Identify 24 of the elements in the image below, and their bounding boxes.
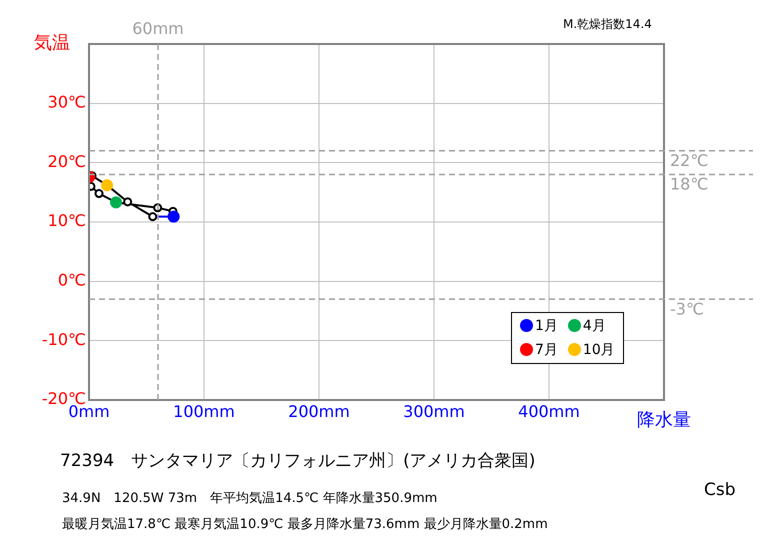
x-tick-label: 400mm — [518, 402, 580, 421]
x-tick-label: 300mm — [403, 402, 465, 421]
y-tick-label: 20℃ — [48, 152, 86, 171]
text: M.乾燥指数14.4 — [563, 16, 652, 33]
y-axis-title: 気温 — [34, 32, 70, 54]
ref-line-label: -3℃ — [670, 299, 704, 318]
x-axis-title: 降水量 — [637, 410, 691, 431]
ref-line-label: 18℃ — [670, 174, 708, 194]
legend-label: 4月 — [582, 317, 607, 335]
x-tick-label: 100mm — [173, 402, 235, 421]
text: 34.9N 120.5W 73m 年平均気温14.5℃ 年降水量350.9mm — [62, 490, 438, 507]
text: Csb — [704, 480, 736, 500]
y-tick-label: -10℃ — [42, 330, 86, 349]
ref-line-label: 60mm — [132, 19, 184, 38]
legend-label: 7月 — [534, 341, 558, 359]
legend-label: 10月 — [582, 341, 615, 359]
ref-line-label: 22℃ — [670, 150, 708, 170]
x-tick-label: 200mm — [288, 402, 350, 421]
y-tick-label: 30℃ — [48, 92, 86, 112]
y-tick-label: 0℃ — [58, 270, 86, 290]
y-tick-label: 10℃ — [48, 211, 86, 230]
legend-label: 1月 — [534, 317, 558, 335]
text: 最暖月気温17.8℃ 最寒月気温10.9℃ 最多月降水量73.6mm 最少月降水量0.2mm — [62, 516, 548, 533]
text: 72394 サンタマリア〔カリフォルニア州〕(アメリカ合衆国) — [60, 450, 536, 472]
